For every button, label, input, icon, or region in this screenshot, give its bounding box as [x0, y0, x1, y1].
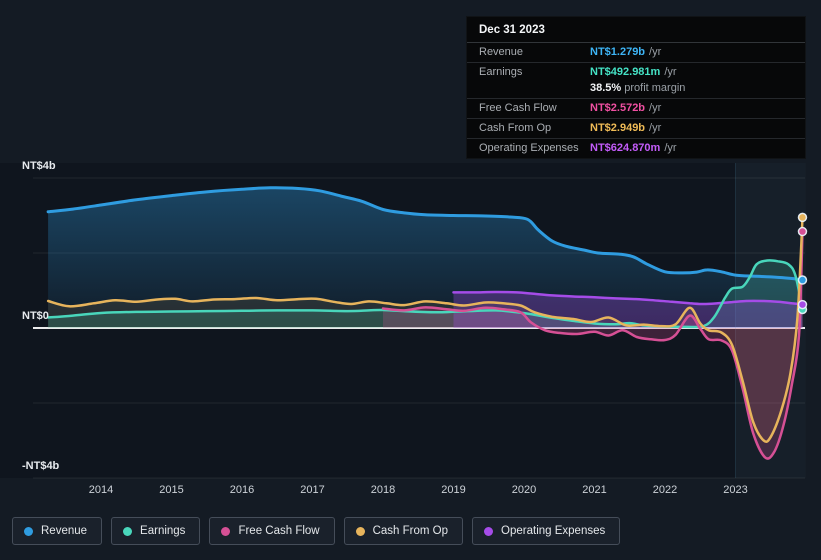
- tooltip-row-label: Cash From Op: [479, 122, 552, 134]
- legend-dot-revenue: [24, 526, 33, 536]
- y-axis-label: NT$0: [22, 310, 49, 322]
- legend-dot-fcf: [221, 526, 231, 536]
- tooltip-row-label: Operating Expenses: [479, 142, 579, 154]
- series-area-opex: [453, 292, 803, 328]
- legend-item-label: Operating Expenses: [501, 525, 606, 537]
- tooltip-row-opex: Operating Expenses NT$624.870m/yr: [467, 139, 805, 158]
- series-line-cashop: [46, 216, 804, 443]
- tooltip-row-suffix: /yr: [649, 46, 662, 58]
- y-axis-label: -NT$4b: [22, 460, 60, 472]
- tooltip-row-value: NT$2.572b: [590, 102, 646, 114]
- x-axis-label: 2018: [370, 484, 396, 496]
- x-axis-label: 2015: [159, 484, 184, 496]
- series-layer: [46, 186, 804, 460]
- tooltip-row-fcf: Free Cash Flow NT$2.572b/yr: [467, 99, 805, 119]
- tooltip-row-value: NT$1.279b: [590, 46, 646, 58]
- x-axis-label: 2020: [511, 484, 537, 496]
- series-end-dot-revenue: [797, 275, 808, 285]
- legend-item-cashop[interactable]: Cash From Op: [343, 517, 464, 545]
- x-axis-label: 2021: [582, 484, 607, 496]
- series-end-dot-opex: [797, 299, 808, 310]
- y-axis-label: NT$4b: [22, 160, 56, 172]
- tooltip-row-value: NT$492.981m: [590, 66, 661, 78]
- tooltip-row-suffix: /yr: [664, 142, 677, 154]
- legend-item-label: Revenue: [41, 525, 88, 537]
- tooltip-date: Dec 31 2023: [467, 17, 805, 43]
- legend-item-fcf[interactable]: Free Cash Flow: [209, 517, 335, 545]
- legend-item-label: Earnings: [140, 525, 186, 537]
- legend-item-revenue[interactable]: Revenue: [12, 517, 103, 545]
- tooltip-row-revenue: Revenue NT$1.279b/yr: [467, 43, 805, 63]
- tooltip-row-value: NT$2.949b: [590, 122, 646, 134]
- tooltip-row-value: NT$624.870m: [590, 142, 661, 154]
- x-axis-label: 2017: [300, 484, 325, 496]
- tooltip-row-label: Revenue: [479, 46, 524, 58]
- legend-dot-opex: [484, 526, 494, 536]
- legend-dot-cashop: [355, 526, 365, 536]
- tooltip-rows: Revenue NT$1.279b/yr Earnings NT$492.981m/y…: [467, 43, 805, 158]
- legend: Revenue Earnings Free Cash Flow Cash From O…: [12, 517, 621, 545]
- series-line-fcf: [381, 230, 804, 460]
- x-axis-label: 2014: [88, 484, 114, 496]
- profit-margin-line: 38.5% profit margin: [590, 82, 686, 94]
- tooltip-row-earnings: Earnings NT$492.981m/yr 38.5% profit margi…: [467, 63, 805, 99]
- series-line-revenue: [46, 186, 804, 282]
- x-axis-label: 2023: [723, 484, 748, 496]
- series-area-revenue: [48, 187, 803, 328]
- tooltip-row-suffix: /yr: [649, 102, 662, 114]
- series-line-earnings: [46, 259, 804, 329]
- x-axis-label: 2019: [441, 484, 466, 496]
- legend-item-label: Free Cash Flow: [238, 525, 320, 537]
- tooltip-row-suffix: /yr: [664, 66, 677, 78]
- legend-dot-earnings: [123, 526, 133, 536]
- legend-item-label: Cash From Op: [372, 525, 449, 537]
- series-end-dot-cashop: [797, 212, 808, 223]
- series-line-opex: [452, 290, 804, 306]
- x-axis-label: 2016: [229, 484, 255, 496]
- tooltip-row-label: Earnings: [479, 66, 523, 78]
- tooltip-row-cashop: Cash From Op NT$2.949b/yr: [467, 119, 805, 139]
- legend-item-earnings[interactable]: Earnings: [111, 517, 201, 545]
- legend-item-opex[interactable]: Operating Expenses: [472, 517, 621, 545]
- tooltip-row-label: Free Cash Flow: [479, 102, 557, 114]
- x-axis-label: 2022: [652, 484, 678, 496]
- tooltip-card: Dec 31 2023 Revenue NT$1.279b/yr Earnings N…: [466, 16, 806, 159]
- tooltip-row-suffix: /yr: [649, 122, 662, 134]
- series-end-dot-fcf: [797, 226, 808, 237]
